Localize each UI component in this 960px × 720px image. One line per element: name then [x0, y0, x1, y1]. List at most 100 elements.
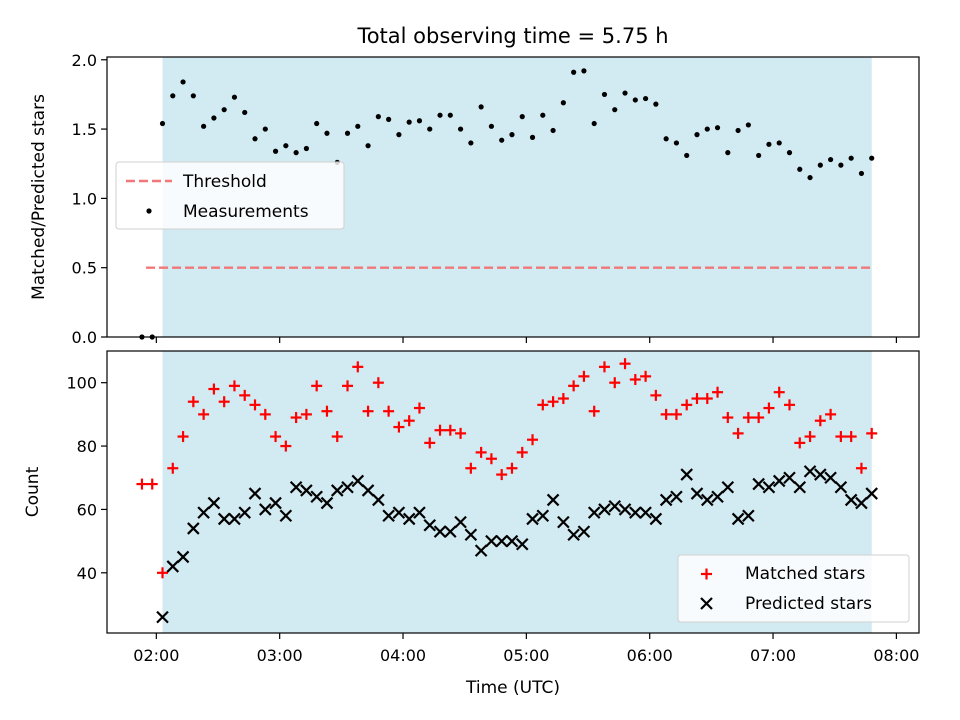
matched-star-point: [855, 462, 867, 474]
predicted-star-point: [300, 484, 313, 497]
matched-star-point: [424, 437, 436, 449]
measurement-point: [540, 112, 546, 118]
measurement-point: [457, 126, 464, 132]
matched-star-point: [527, 434, 539, 446]
matched-star-point: [794, 437, 806, 449]
measurement-point: [468, 140, 474, 146]
predicted-star-point: [752, 477, 765, 491]
predicted-star-point: [474, 544, 488, 557]
measurement-point: [581, 68, 587, 74]
matched-star-point: [146, 478, 158, 490]
matched-star-point: [598, 361, 610, 373]
x-axis-label: Time (UTC): [465, 678, 560, 698]
bottom-y-tick-label: 40: [77, 564, 97, 583]
matched-star-point: [239, 389, 251, 401]
predicted-star-point: [351, 474, 365, 488]
matched-star-point: [403, 415, 415, 427]
measurement-point: [612, 107, 618, 113]
matched-star-point: [866, 427, 878, 439]
measurement-point: [324, 130, 330, 136]
measurement-point: [355, 123, 361, 129]
predicted-star-point: [557, 515, 570, 529]
predicted-star-point: [341, 480, 354, 494]
predicted-star-point: [639, 506, 652, 519]
measurement-point: [684, 152, 690, 159]
matched-star-point: [136, 478, 148, 490]
predicted-star-point: [485, 534, 498, 548]
predicted-star-point: [577, 525, 591, 538]
predicted-star-point: [700, 493, 714, 507]
top-y-tick-label: 0.0: [72, 328, 97, 347]
matched-star-point: [228, 380, 240, 392]
matched-star-point: [331, 431, 343, 443]
predicted-star-point: [721, 480, 735, 494]
predicted-star-point: [608, 499, 622, 513]
legend-matched-swatch: [701, 568, 712, 580]
predicted-star-point: [824, 471, 837, 485]
top-panel: 0.00.51.01.52.0 Matched/Predicted stars …: [29, 51, 920, 347]
matched-star-point: [187, 396, 199, 408]
predicted-star-point: [259, 503, 272, 516]
matched-star-point: [537, 399, 549, 411]
x-tick-label: 07:00: [750, 646, 796, 665]
predicted-star-point: [711, 490, 724, 504]
predicted-star-point: [783, 471, 796, 485]
measurement-point: [869, 155, 875, 161]
predicted-star-point: [444, 525, 457, 538]
predicted-star-point: [464, 528, 478, 542]
matched-star-point: [496, 469, 508, 481]
bottom-y-axis-label: Count: [23, 466, 43, 517]
predicted-star-point: [156, 610, 169, 624]
x-tick-label: 02:00: [133, 646, 179, 665]
predicted-star-point: [803, 465, 817, 478]
legend-measurements-label: Measurements: [183, 202, 309, 222]
predicted-star-point: [762, 480, 776, 494]
measurement-point: [252, 136, 258, 142]
measurement-point: [314, 120, 320, 127]
measurement-point: [293, 150, 299, 156]
matched-star-point: [660, 408, 672, 420]
x-tick-label: 05:00: [503, 646, 549, 665]
predicted-star-point: [670, 490, 683, 504]
predicted-star-point: [392, 506, 406, 519]
matched-star-point: [321, 405, 333, 417]
matched-star-point: [814, 415, 826, 427]
predicted-star-point: [310, 490, 323, 504]
matched-star-point: [465, 462, 477, 474]
measurement-point: [550, 127, 556, 134]
measurement-point: [673, 140, 680, 146]
measurement-point: [231, 94, 238, 100]
matched-star-point: [670, 408, 682, 420]
predicted-star-point: [187, 522, 200, 535]
measurement-point: [838, 162, 844, 168]
x-tick-label: 04:00: [380, 646, 426, 665]
measurement-point: [519, 114, 525, 120]
predicted-star-point: [197, 506, 210, 519]
legend-measurements-swatch: [146, 208, 152, 214]
measurement-point: [745, 122, 751, 128]
measurement-point: [221, 107, 227, 113]
measurement-point: [632, 97, 638, 103]
chart-title: Total observing time = 5.75 h: [356, 24, 668, 48]
measurement-point: [725, 150, 731, 156]
measurement-point: [170, 93, 176, 99]
matched-star-point: [588, 405, 600, 417]
measurement-point: [591, 120, 597, 127]
matched-star-point: [619, 358, 631, 370]
predicted-star-point: [793, 480, 807, 494]
top-y-tick-label: 1.0: [72, 189, 97, 208]
predicted-star-point: [834, 480, 848, 494]
matched-star-point: [455, 427, 467, 439]
top-axes-frame: [106, 56, 920, 338]
predicted-star-point: [855, 496, 868, 510]
measurement-point: [365, 143, 371, 149]
matched-star-point: [311, 380, 323, 392]
predicted-star-point: [166, 560, 180, 573]
top-legend: Threshold Measurements: [115, 161, 345, 230]
matched-star-point: [568, 380, 580, 392]
x-tick-label: 03:00: [257, 646, 303, 665]
measurement-point: [303, 145, 310, 152]
predicted-star-point: [423, 518, 437, 532]
legend-predicted-swatch: [700, 597, 713, 610]
